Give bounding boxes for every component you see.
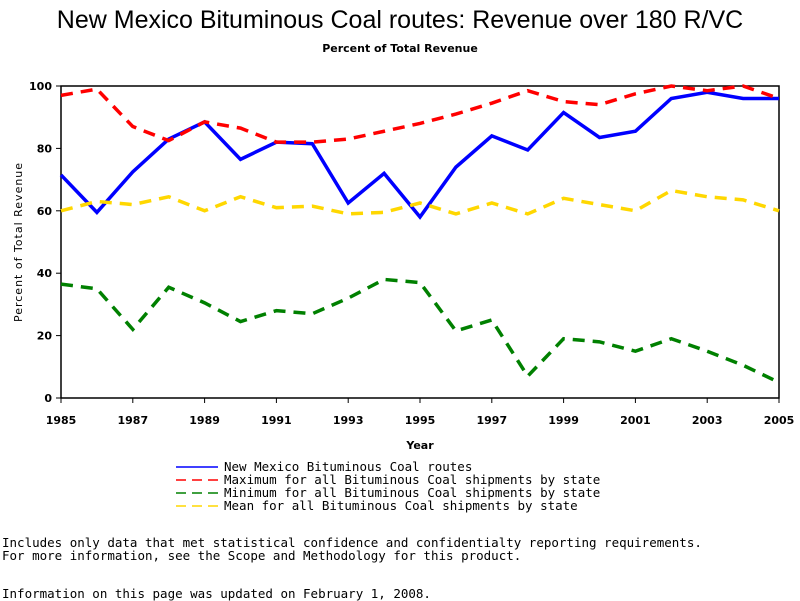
- y-axis-label: Percent of Total Revenue: [12, 162, 25, 322]
- footer-updated: Information on this page was updated on …: [2, 586, 431, 601]
- footer-note-2: For more information, see the Scope and …: [2, 548, 522, 563]
- x-tick-label: 1989: [189, 414, 220, 427]
- series-line-3: [60, 188, 780, 216]
- x-tick-label: 2005: [764, 414, 795, 427]
- y-tick-label: 100: [29, 80, 52, 93]
- series-line-1: [60, 84, 780, 144]
- x-tick-label: 1997: [476, 414, 507, 427]
- x-axis-label: Year: [405, 439, 434, 452]
- x-tick-label: 2001: [620, 414, 651, 427]
- y-tick-label: 80: [37, 142, 53, 155]
- y-tick-label: 40: [37, 267, 53, 280]
- chart: 1985 1987 1989 1991 1993 1995 1997 1999 2001 2003…: [12, 80, 795, 513]
- chart-subtitle: Percent of Total Revenue: [322, 42, 478, 55]
- x-tick-label: 1993: [333, 414, 364, 427]
- legend-label: Minimum for all Bituminous Coal shipment…: [224, 485, 600, 500]
- x-tick-label: 1999: [548, 414, 579, 427]
- footer-note-1: Includes only data that met statistical …: [2, 535, 702, 550]
- x-tick-label: 1991: [261, 414, 292, 427]
- x-tick-label: 1995: [405, 414, 436, 427]
- x-tick-label: 1985: [46, 414, 77, 427]
- chart-title: New Mexico Bituminous Coal routes: Reven…: [56, 6, 744, 34]
- y-tick-label: 60: [37, 205, 53, 218]
- x-tick-label: 1987: [117, 414, 148, 427]
- legend-label: Maximum for all Bituminous Coal shipment…: [224, 472, 600, 487]
- series-line-2: [60, 277, 780, 384]
- y-tick-label: 20: [37, 330, 53, 343]
- x-tick-label: 2003: [692, 414, 723, 427]
- y-tick-label: 0: [44, 392, 52, 405]
- legend-label: Mean for all Bituminous Coal shipments b…: [224, 498, 578, 513]
- legend-label: New Mexico Bituminous Coal routes: [224, 459, 472, 474]
- plot-frame: [60, 85, 780, 399]
